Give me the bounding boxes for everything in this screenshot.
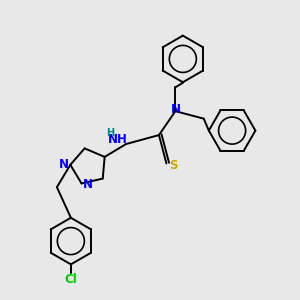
Text: N: N — [171, 103, 181, 116]
Text: N: N — [59, 158, 69, 171]
Text: NH: NH — [108, 133, 128, 146]
Text: Cl: Cl — [64, 273, 77, 286]
Text: H: H — [106, 128, 115, 138]
Text: N: N — [82, 178, 92, 191]
Text: S: S — [169, 159, 177, 172]
